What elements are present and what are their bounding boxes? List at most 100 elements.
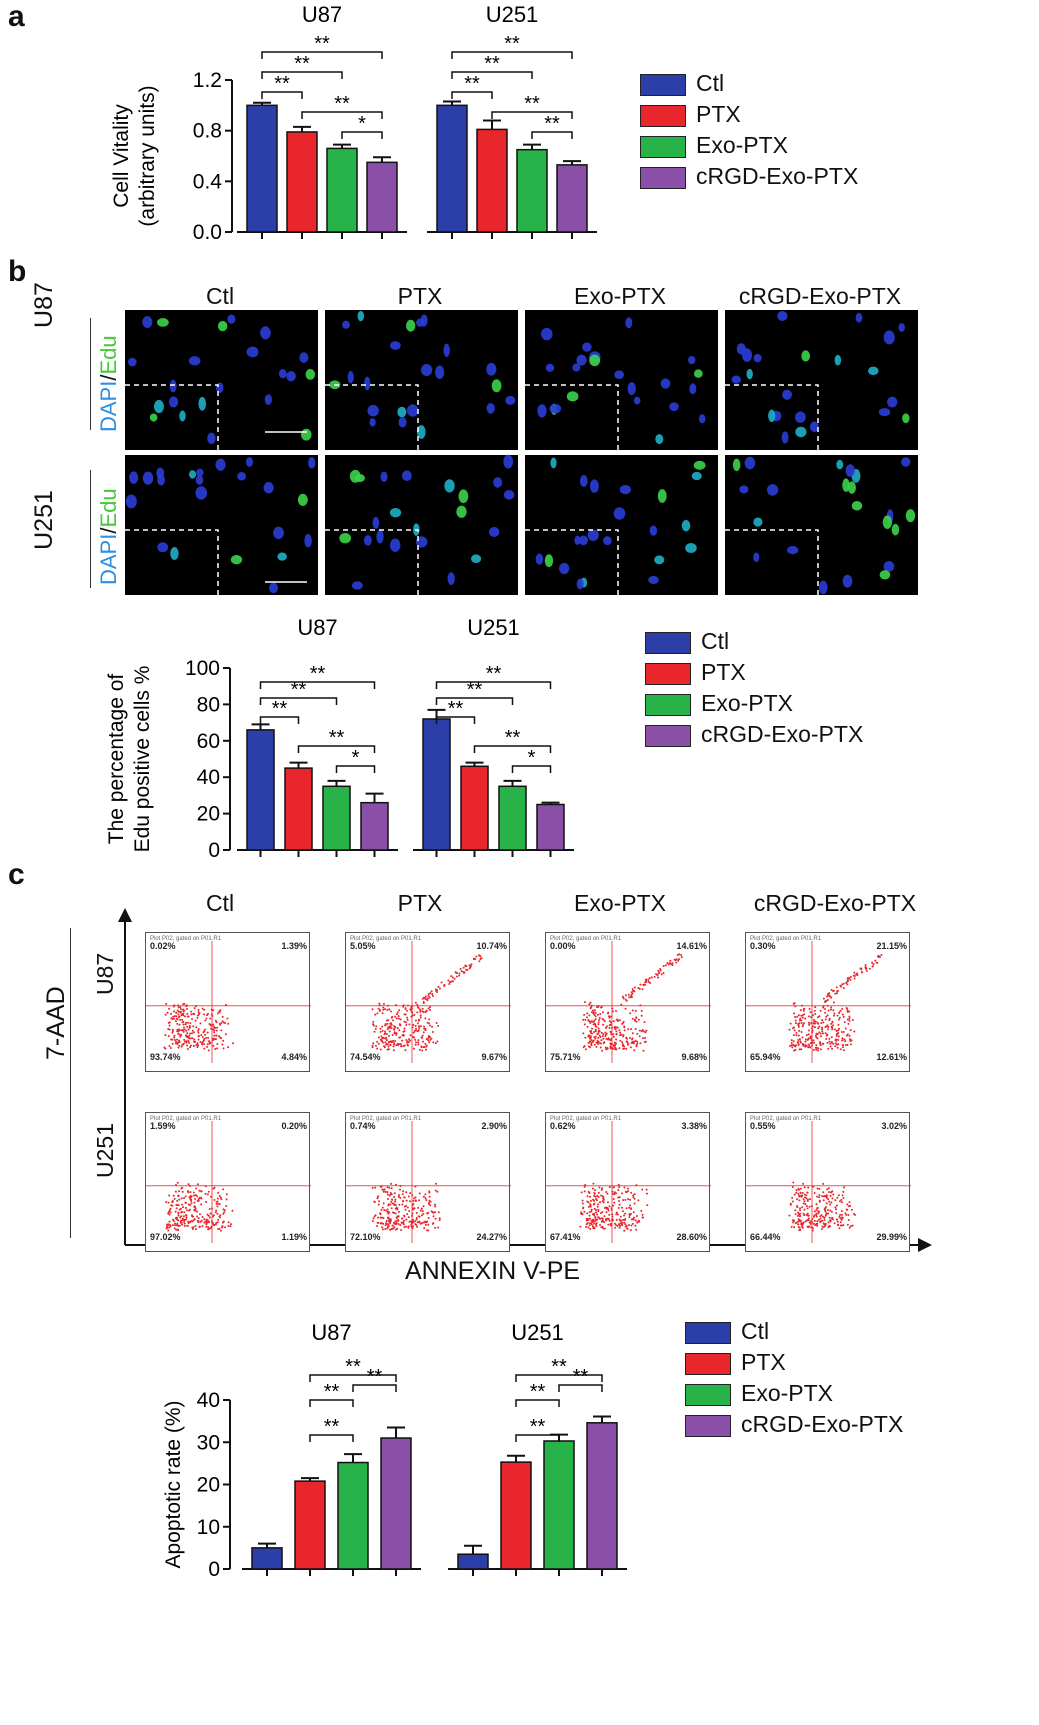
significance-bracket bbox=[515, 1434, 560, 1442]
event-dot bbox=[390, 1201, 393, 1204]
event-dot bbox=[601, 1049, 604, 1052]
event-dot bbox=[232, 1042, 235, 1045]
event-dot bbox=[797, 1025, 800, 1028]
event-dot bbox=[819, 1009, 822, 1012]
event-dot bbox=[587, 1205, 590, 1208]
quadrant-percent: 74.54% bbox=[350, 1052, 381, 1062]
event-dot bbox=[373, 1030, 376, 1033]
significance-label: ** bbox=[448, 698, 464, 720]
event-dot bbox=[660, 973, 663, 976]
event-dot bbox=[793, 1002, 796, 1005]
nucleus bbox=[347, 370, 354, 384]
event-dot bbox=[455, 975, 458, 978]
event-dot bbox=[378, 1200, 381, 1203]
event-dot bbox=[847, 979, 850, 982]
event-dot bbox=[213, 1031, 216, 1034]
event-dot bbox=[627, 1028, 630, 1031]
event-dot bbox=[617, 1183, 620, 1186]
event-dot bbox=[209, 1195, 212, 1198]
event-dot bbox=[816, 1222, 819, 1225]
event-dot bbox=[823, 1219, 826, 1222]
event-dot bbox=[424, 1042, 427, 1045]
nucleus bbox=[731, 375, 741, 384]
event-dot bbox=[666, 961, 669, 964]
event-dot bbox=[198, 1189, 201, 1192]
event-dot bbox=[813, 1041, 816, 1044]
event-dot bbox=[430, 990, 433, 993]
event-dot bbox=[620, 1033, 623, 1036]
event-dot bbox=[826, 1024, 829, 1027]
event-dot bbox=[175, 1011, 178, 1014]
event-dot bbox=[421, 1007, 424, 1010]
event-dot bbox=[395, 1017, 398, 1020]
event-dot bbox=[817, 1027, 820, 1030]
event-dot bbox=[397, 1219, 400, 1222]
event-dot bbox=[194, 1207, 197, 1210]
event-dot bbox=[794, 1209, 797, 1212]
event-dot bbox=[192, 1044, 195, 1047]
event-dot bbox=[595, 1198, 598, 1201]
significance-label: ** bbox=[573, 1366, 589, 1388]
legend-swatch-ctl bbox=[685, 1322, 731, 1344]
event-dot bbox=[187, 1035, 190, 1038]
event-dot bbox=[212, 1214, 215, 1217]
event-dot bbox=[222, 1188, 225, 1191]
event-dot bbox=[407, 1216, 410, 1219]
event-dot bbox=[178, 1029, 181, 1032]
event-dot bbox=[594, 1216, 597, 1219]
event-dot bbox=[177, 1211, 180, 1214]
event-dot bbox=[588, 1003, 591, 1006]
bar bbox=[460, 765, 489, 851]
micro-row-divider-u251 bbox=[90, 470, 91, 588]
event-dot bbox=[386, 1208, 389, 1211]
event-dot bbox=[389, 1043, 392, 1046]
event-dot bbox=[401, 1193, 404, 1196]
event-dot bbox=[607, 1015, 610, 1018]
event-dot bbox=[825, 1196, 828, 1199]
event-dot bbox=[835, 986, 838, 989]
event-dot bbox=[434, 1226, 437, 1229]
event-dot bbox=[377, 1042, 380, 1045]
event-dot bbox=[588, 1014, 591, 1017]
event-dot bbox=[187, 1203, 190, 1206]
event-dot bbox=[837, 1038, 840, 1041]
event-dot bbox=[837, 1029, 840, 1032]
event-dot bbox=[384, 1227, 387, 1230]
event-dot bbox=[658, 971, 661, 974]
group-title: U87 bbox=[311, 1320, 351, 1345]
event-dot bbox=[185, 1218, 188, 1221]
event-dot bbox=[394, 1015, 397, 1018]
event-dot bbox=[424, 1193, 427, 1196]
event-dot bbox=[807, 1217, 810, 1220]
event-dot bbox=[450, 975, 453, 978]
event-dot bbox=[181, 1203, 184, 1206]
event-dot bbox=[179, 1207, 182, 1210]
event-dot bbox=[635, 1045, 638, 1048]
legend-item-ptx: PTX bbox=[640, 101, 900, 132]
event-dot bbox=[468, 967, 471, 970]
event-dot bbox=[643, 1040, 646, 1043]
event-dot bbox=[218, 1022, 221, 1025]
event-dot bbox=[829, 1045, 832, 1048]
quadrant-percent: 75.71% bbox=[550, 1052, 581, 1062]
significance-label: ** bbox=[367, 1366, 383, 1388]
event-dot bbox=[171, 1017, 174, 1020]
event-dot bbox=[641, 1028, 644, 1031]
legend-item-crgd: cRGD-Exo-PTX bbox=[685, 1411, 945, 1442]
event-dot bbox=[805, 1034, 808, 1037]
event-dot bbox=[621, 995, 624, 998]
event-dot bbox=[184, 1206, 187, 1209]
event-dot bbox=[607, 1037, 610, 1040]
micro-row-divider-u87 bbox=[90, 318, 91, 430]
event-dot bbox=[415, 1211, 418, 1214]
event-dot bbox=[380, 1208, 383, 1211]
event-dot bbox=[428, 1190, 431, 1193]
event-dot bbox=[374, 1186, 377, 1189]
event-dot bbox=[192, 1031, 195, 1034]
event-dot bbox=[425, 1199, 428, 1202]
event-dot bbox=[177, 1006, 180, 1009]
event-dot bbox=[815, 1044, 818, 1047]
event-dot bbox=[419, 1014, 422, 1017]
event-dot bbox=[630, 1224, 633, 1227]
event-dot bbox=[829, 995, 832, 998]
